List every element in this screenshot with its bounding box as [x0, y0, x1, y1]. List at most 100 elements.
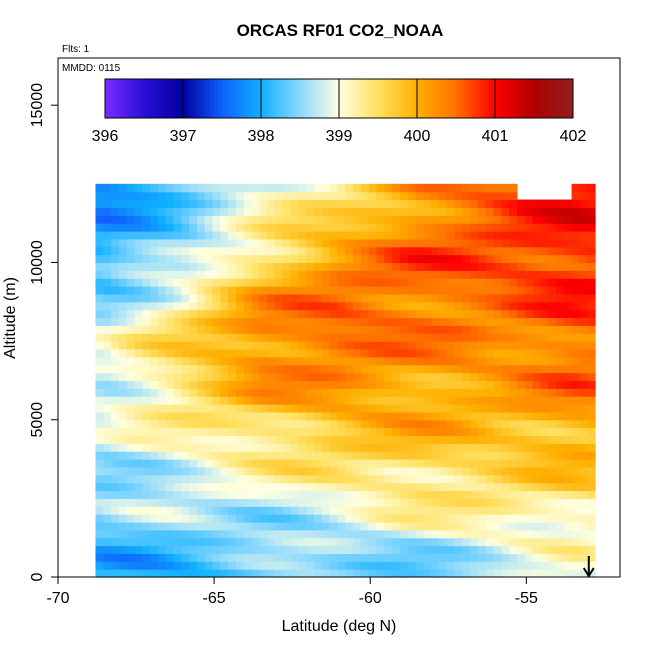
heatmap-cell — [251, 521, 260, 531]
heatmap-cell — [392, 545, 401, 555]
heatmap-cell — [212, 514, 221, 523]
heatmap-cell — [555, 396, 565, 405]
heatmap-cell — [142, 207, 151, 216]
heatmap-cell — [376, 238, 385, 248]
heatmap-cell — [376, 506, 385, 515]
heatmap-cell — [118, 293, 128, 303]
heatmap-cell — [228, 301, 237, 311]
heatmap-cell — [306, 215, 315, 224]
heatmap-cell — [407, 514, 417, 523]
heatmap-cell — [462, 474, 471, 484]
heatmap-cell — [509, 474, 518, 484]
heatmap-cell — [126, 364, 136, 374]
heatmap-cell — [376, 325, 385, 334]
heatmap-cell — [220, 404, 229, 413]
heatmap-cell — [306, 286, 315, 295]
heatmap-cell — [485, 207, 495, 216]
heatmap-cell — [173, 553, 182, 562]
heatmap-cell — [220, 545, 229, 555]
heatmap-cell — [111, 246, 120, 256]
heatmap-cell — [579, 482, 588, 492]
heatmap-cell — [392, 498, 401, 507]
heatmap-cell — [516, 270, 526, 279]
heatmap-cell — [548, 262, 557, 271]
heatmap-cell — [548, 561, 557, 570]
heatmap-cell — [462, 396, 471, 405]
heatmap-cell — [532, 506, 541, 515]
heatmap-cell — [274, 482, 284, 492]
heatmap-cell — [384, 317, 393, 326]
heatmap-cell — [353, 333, 362, 342]
heatmap-cell — [274, 521, 284, 531]
heatmap-cell — [532, 427, 541, 437]
heatmap-cell — [243, 270, 253, 279]
heatmap-cell — [204, 482, 214, 492]
heatmap-cell — [290, 411, 300, 421]
heatmap-cell — [384, 537, 393, 547]
heatmap-cell — [314, 207, 323, 216]
heatmap-cell — [126, 301, 136, 311]
heatmap-cell — [485, 278, 495, 287]
colorbar-segment — [358, 79, 363, 118]
heatmap-cell — [111, 317, 120, 326]
heatmap-cell — [532, 199, 541, 209]
heatmap-cell — [189, 246, 198, 256]
heatmap-cell — [423, 309, 432, 319]
heatmap-cell — [454, 199, 463, 209]
heatmap-cell — [337, 388, 346, 397]
heatmap-cell — [485, 482, 495, 492]
heatmap-cell — [454, 238, 463, 248]
heatmap-cell — [282, 435, 292, 444]
heatmap-cell — [423, 348, 432, 358]
heatmap-cell — [103, 396, 112, 405]
heatmap-cell — [384, 254, 393, 264]
heatmap-cell — [587, 545, 596, 555]
heatmap-cell — [415, 553, 424, 562]
heatmap-cell — [134, 411, 143, 421]
heatmap-cell — [126, 529, 136, 539]
heatmap-cell — [103, 561, 112, 570]
heatmap-cell — [165, 348, 175, 358]
heatmap-cell — [485, 388, 495, 397]
heatmap-cell — [103, 419, 112, 429]
heatmap-cell — [407, 435, 417, 444]
heatmap-cell — [329, 215, 339, 224]
heatmap-cell — [298, 341, 307, 350]
heatmap-cell — [142, 301, 151, 311]
heatmap-cell — [368, 286, 378, 295]
heatmap-cell — [329, 238, 339, 248]
heatmap-cell — [243, 419, 253, 429]
heatmap-cell — [376, 199, 385, 209]
colorbar-segment — [249, 79, 254, 118]
heatmap-cell — [298, 404, 307, 413]
heatmap-cell — [142, 223, 151, 232]
heatmap-cell — [298, 466, 307, 476]
heatmap-cell — [516, 286, 526, 295]
heatmap-cell — [501, 419, 510, 429]
colorbar-segment — [401, 79, 406, 118]
heatmap-cell — [345, 553, 354, 562]
heatmap-cell — [111, 514, 120, 523]
heatmap-cell — [243, 372, 253, 382]
heatmap-cell — [415, 521, 424, 531]
heatmap-cell — [587, 466, 596, 476]
heatmap-cell — [555, 372, 565, 382]
heatmap-cell — [282, 246, 292, 256]
heatmap-cell — [516, 569, 526, 578]
colorbar-segment — [342, 79, 348, 118]
heatmap-cell — [477, 317, 487, 326]
heatmap-cell — [587, 246, 596, 256]
heatmap-cell — [196, 254, 206, 264]
heatmap-cell — [111, 561, 120, 570]
heatmap-cell — [204, 215, 214, 224]
heatmap-cell — [111, 545, 120, 555]
heatmap-cell — [306, 419, 315, 429]
heatmap-cell — [118, 466, 128, 476]
heatmap-cell — [345, 278, 354, 287]
heatmap-cell — [306, 293, 315, 303]
heatmap-cell — [345, 254, 354, 264]
heatmap-cell — [111, 348, 120, 358]
heatmap-cell — [267, 286, 276, 295]
heatmap-cell — [509, 223, 518, 232]
heatmap-cell — [337, 506, 346, 515]
